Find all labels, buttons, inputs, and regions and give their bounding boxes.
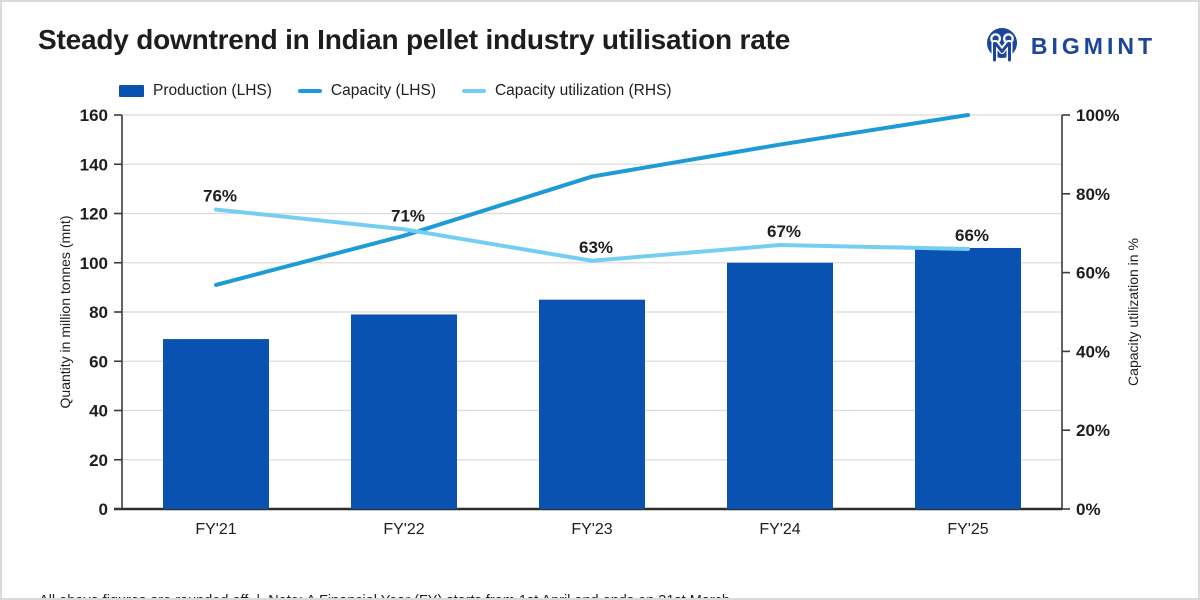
y-tick-label-right: 100%	[1076, 106, 1119, 125]
y-tick-label-right: 60%	[1076, 264, 1110, 283]
bigmint-logo-text: BIGMINT	[1030, 32, 1156, 59]
capacity-line-swatch	[297, 88, 322, 94]
production-bar	[351, 314, 457, 509]
y-tick-label-right: 80%	[1076, 185, 1110, 204]
x-tick-label: FY'21	[195, 521, 236, 538]
utilization-line	[214, 207, 970, 263]
left-axis-title: Quantity in million tonnes (mnt)	[57, 216, 73, 409]
right-axis-title: Capacity utilization in %	[1125, 238, 1141, 386]
y-tick-label-left: 40	[89, 402, 108, 421]
production-bar	[539, 299, 645, 509]
footnote-line-1: All above figures are rounded off | Note…	[39, 590, 734, 598]
y-tick-label-right: 0%	[1076, 500, 1101, 519]
x-tick-label: FY'24	[759, 521, 800, 538]
chart-title: Steady downtrend in Indian pellet indust…	[38, 24, 791, 55]
production-bar	[727, 262, 833, 509]
bigmint-logo: BIGMINT	[982, 24, 1156, 68]
capacity-line	[214, 113, 970, 287]
legend-item-utilization: Capacity utilization (RHS)	[461, 82, 672, 100]
utilization-point-label: 71%	[391, 206, 425, 225]
y-tick-label-left: 80	[89, 303, 108, 322]
utilization-point-label: 63%	[579, 238, 613, 257]
legend-label-production: Production (LHS)	[153, 82, 272, 99]
x-tick-label: FY'22	[383, 521, 424, 538]
y-tick-label-left: 0	[99, 500, 108, 519]
legend-label-capacity: Capacity (LHS)	[330, 82, 436, 99]
production-bar	[915, 247, 1021, 509]
utilization-point-label: 76%	[203, 187, 237, 206]
y-tick-label-left: 100	[80, 254, 108, 273]
production-bar	[163, 339, 269, 509]
legend-item-capacity: Capacity (LHS)	[297, 82, 436, 100]
x-tick-label: FY'25	[947, 521, 988, 538]
y-tick-label-left: 140	[80, 155, 108, 174]
x-tick-label: FY'23	[571, 521, 612, 538]
y-tick-label-left: 60	[89, 352, 108, 371]
y-tick-label-right: 20%	[1076, 421, 1110, 440]
y-tick-label-right: 40%	[1076, 342, 1110, 361]
legend-label-utilization: Capacity utilization (RHS)	[494, 82, 672, 99]
footnotes: All above figures are rounded off | Note…	[39, 546, 734, 598]
production-swatch	[119, 85, 144, 97]
y-tick-label-left: 120	[80, 205, 108, 224]
y-tick-label-left: 20	[89, 451, 108, 470]
legend: Production (LHS) Capacity (LHS) Capacity…	[119, 82, 672, 100]
y-tick-label-left: 160	[80, 106, 108, 125]
utilization-point-label: 66%	[955, 226, 989, 245]
utilization-line-swatch	[461, 88, 486, 94]
utilization-point-label: 67%	[767, 222, 801, 241]
legend-item-production: Production (LHS)	[119, 82, 272, 100]
bigmint-logo-icon	[986, 28, 1017, 64]
